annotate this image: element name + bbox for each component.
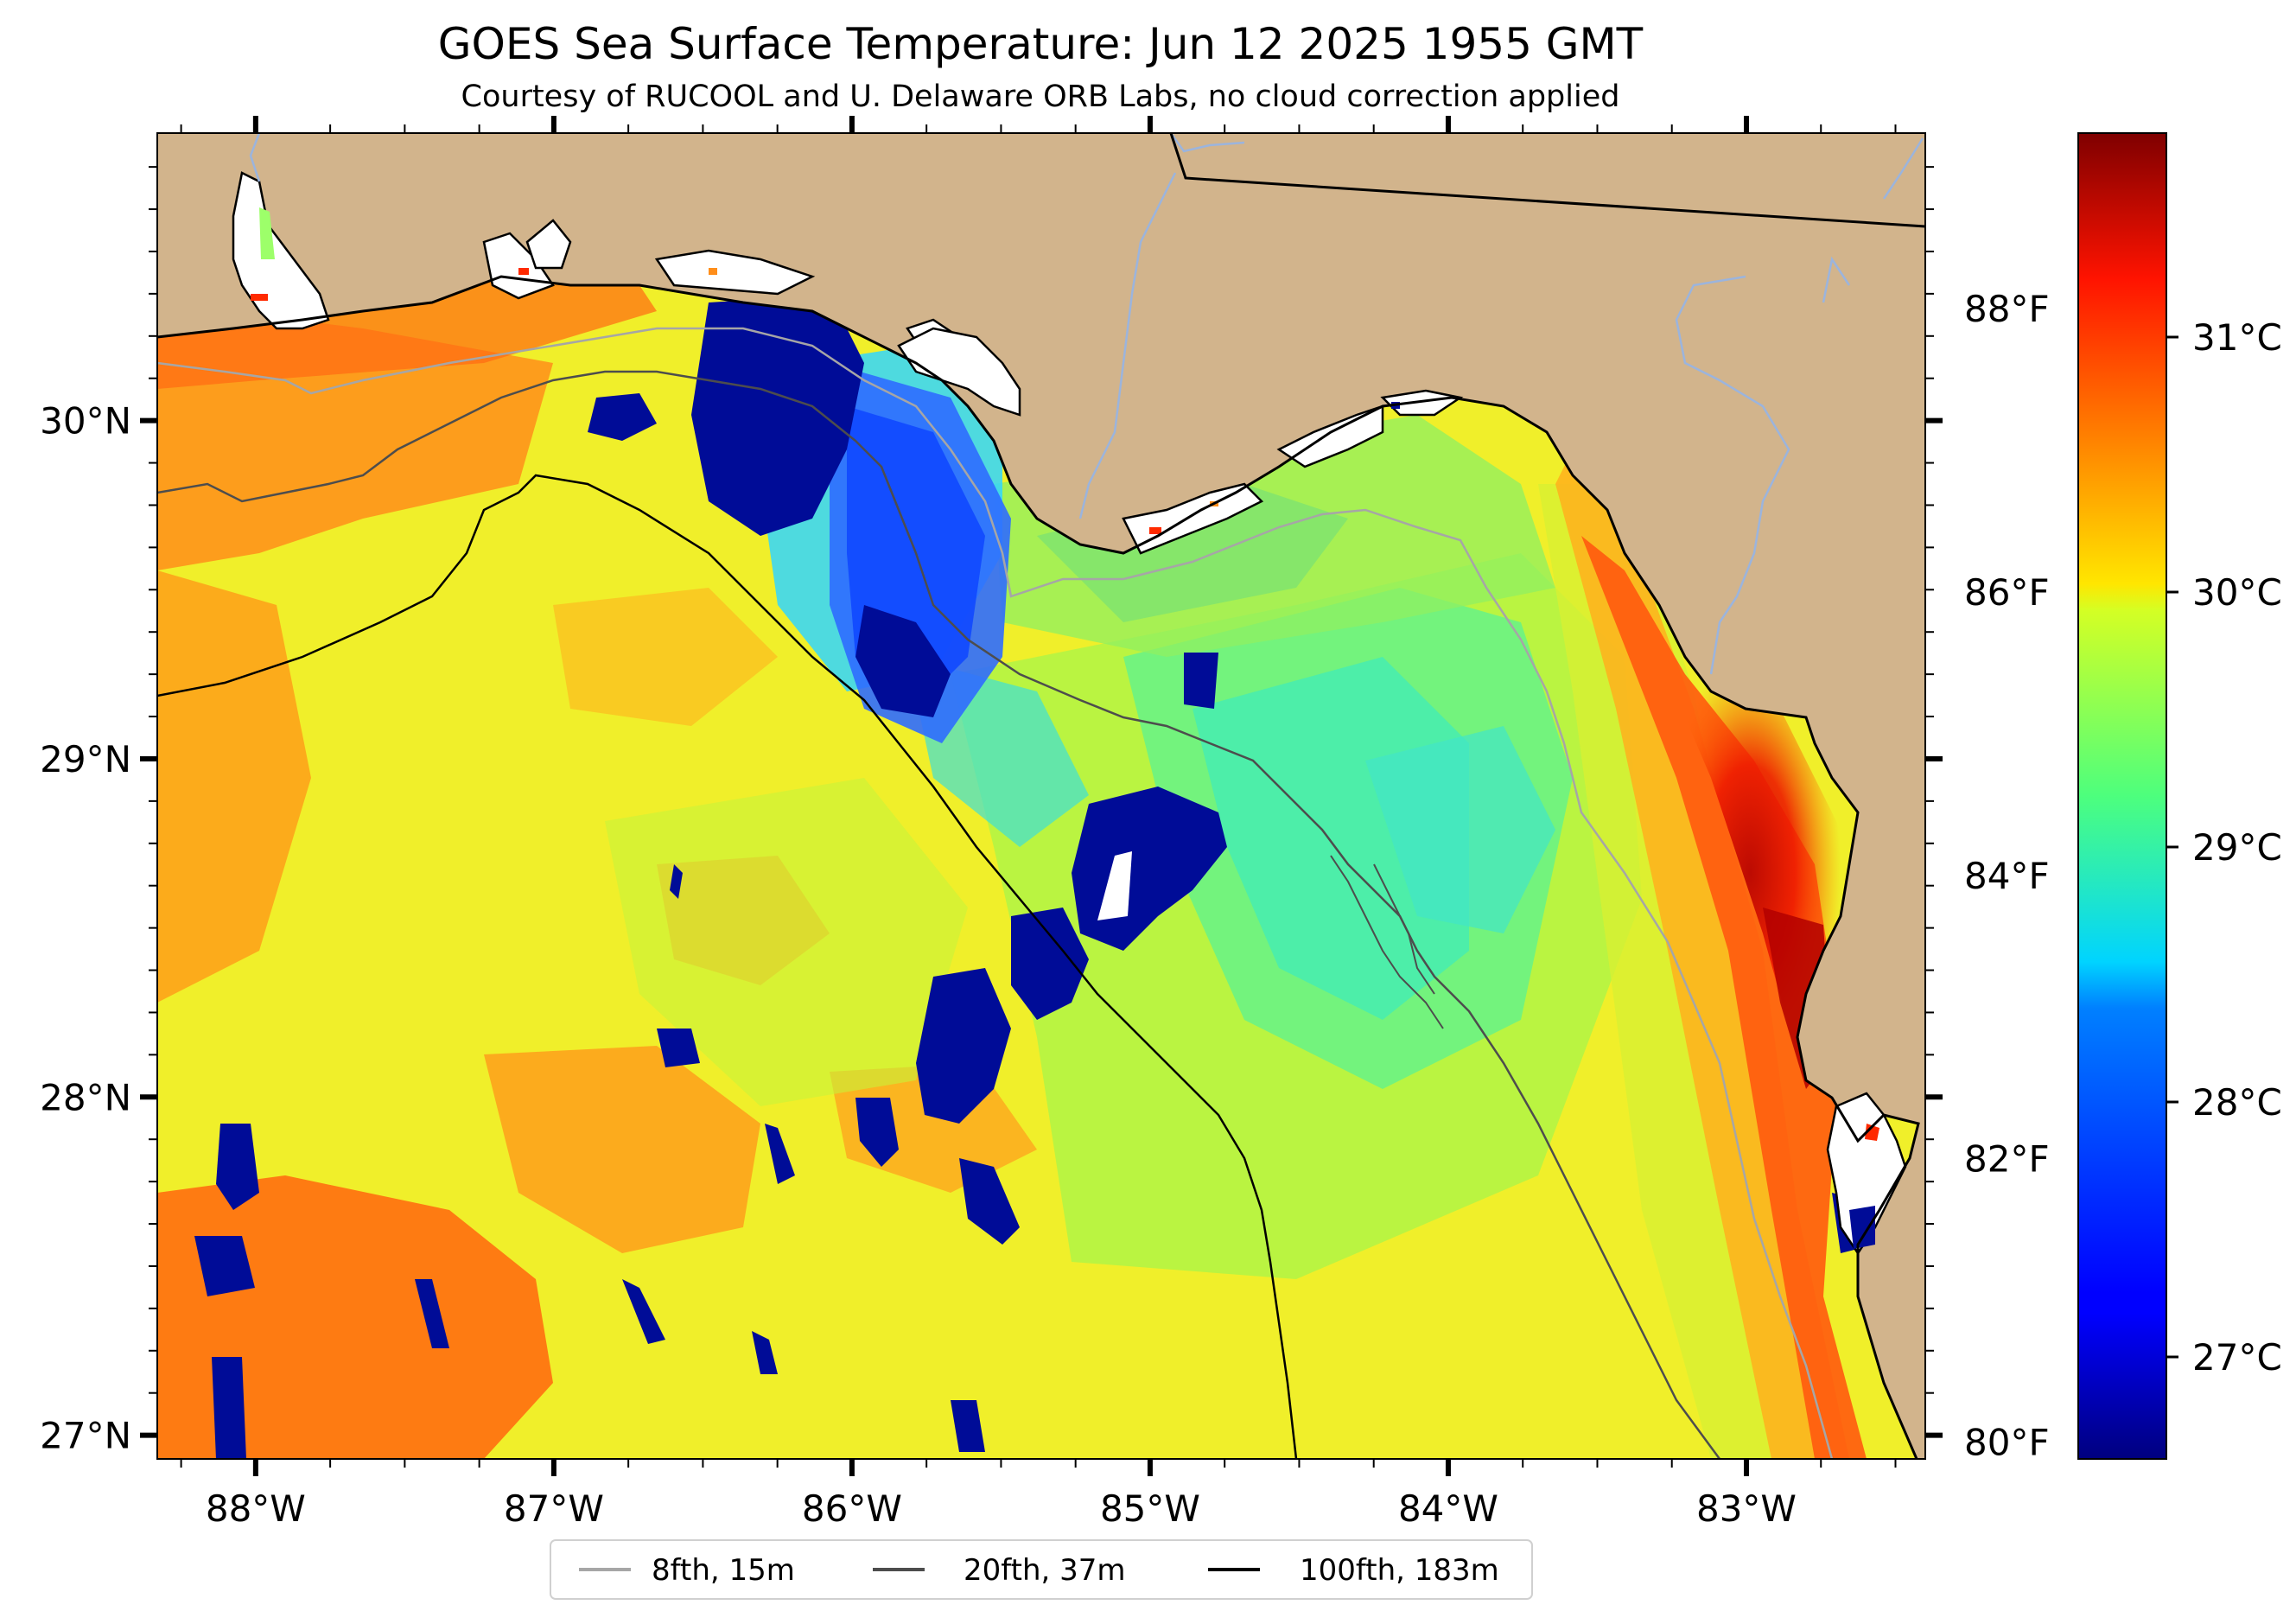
land-mainland (157, 133, 1925, 1459)
fahrenheit-tick-label: 86°F (1964, 571, 2050, 614)
y-tick-label: 28°N (40, 1076, 131, 1118)
legend-label-8fth: 8fth, 15m (652, 1553, 795, 1588)
isobath-legend: 8fth, 15m 20fth, 37m 100fth, 183m (550, 1539, 1533, 1600)
x-tick-label: 87°W (504, 1487, 604, 1530)
isobath-20fth (157, 370, 1721, 1459)
land (157, 133, 1925, 1459)
x-tick-label: 88°W (206, 1487, 306, 1530)
colorbar-gradient (2077, 132, 2167, 1460)
colorbar-tick-label: 29°C (2192, 826, 2282, 869)
x-tick-label: 84°W (1398, 1487, 1498, 1530)
rivers (249, 133, 1924, 675)
isobath-100fth (157, 474, 1298, 1459)
coastline (157, 275, 1920, 1459)
y-tick-label: 29°N (40, 738, 131, 780)
fahrenheit-axis: 88°F 86°F 84°F 82°F 80°F (1964, 288, 2050, 1463)
tampa-bay (1826, 1092, 1907, 1256)
fahrenheit-tick-label: 82°F (1964, 1138, 2050, 1181)
legend-label-20fth: 20fth, 37m (964, 1553, 1126, 1588)
x-tick-label: 85°W (1100, 1487, 1200, 1530)
state-border (1169, 133, 1925, 228)
y-tick-label: 30°N (40, 400, 131, 443)
colorbar-tick-label: 27°C (2192, 1336, 2282, 1379)
map-frame (156, 132, 1926, 1460)
map-axes: 88°W 87°W 86°W 85°W 84°W 83°W 30°N 29°N 28°N 27°N (40, 116, 1943, 1530)
fahrenheit-tick-label: 80°F (1964, 1421, 2050, 1463)
isobaths (157, 327, 1834, 1459)
chart-subtitle: Courtesy of RUCOOL and U. Delaware ORB L… (461, 80, 1620, 114)
colorbar-tick-label: 28°C (2192, 1081, 2282, 1124)
y-tick-label: 27°N (40, 1415, 131, 1457)
x-tick-label: 83°W (1696, 1487, 1797, 1530)
map-area (157, 133, 1925, 1459)
legend-label-100fth: 100fth, 183m (1300, 1553, 1499, 1588)
legend-box (550, 1539, 1533, 1600)
cold-upwelling-features (194, 298, 1875, 1459)
chart-title: GOES Sea Surface Temperature: Jun 12 202… (438, 19, 1644, 69)
colorbar-tick-label: 30°C (2192, 571, 2282, 614)
colorbar-ticks: 31°C 30°C 29°C 28°C 27°C (2166, 316, 2282, 1379)
fahrenheit-tick-label: 84°F (1964, 855, 2050, 897)
colorbar-tick-label: 31°C (2192, 316, 2282, 359)
x-tick-label: 86°W (802, 1487, 902, 1530)
isobath-8fth (157, 327, 1834, 1459)
colorbar: 31°C 30°C 29°C 28°C 27°C (2077, 132, 2282, 1460)
fahrenheit-tick-label: 88°F (1964, 288, 2050, 330)
